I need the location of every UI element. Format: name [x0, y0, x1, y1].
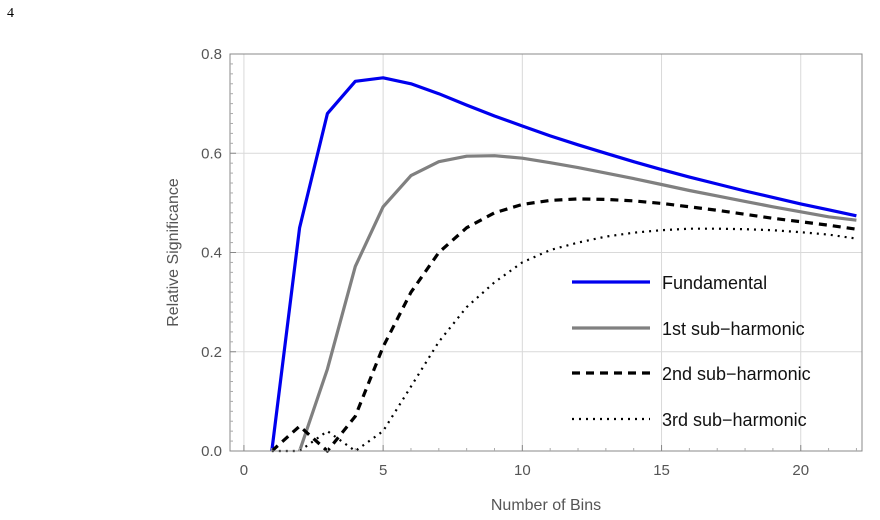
x-axis-label: Number of Bins	[491, 497, 601, 514]
legend: Fundamental 1st sub−harmonic 2nd sub−harmo…	[572, 273, 811, 430]
legend-label-4: 3rd sub−harmonic	[662, 410, 807, 430]
x-tick-label: 15	[653, 462, 670, 479]
y-tick-label: 0.6	[201, 145, 222, 162]
y-axis-label: Relative Significance	[165, 178, 182, 327]
y-tick-label: 0.0	[201, 443, 222, 460]
series-line-3	[270, 197, 857, 453]
legend-label-2: 1st sub−harmonic	[662, 319, 805, 339]
x-tick-label: 5	[379, 462, 387, 479]
series-line-1	[270, 76, 857, 452]
y-tick-label: 0.8	[201, 46, 222, 63]
series-line-4	[271, 227, 857, 453]
page-number: 4	[7, 6, 14, 21]
tick-group: 0 5 10 15 20 0.0 0.2 0.4 0.6 0.8	[201, 46, 857, 479]
y-tick-label: 0.4	[201, 245, 222, 262]
series-line-2	[298, 154, 857, 452]
x-tick-label: 10	[514, 462, 531, 479]
series-group	[270, 76, 857, 453]
x-tick-label: 0	[240, 462, 248, 479]
y-tick-label: 0.2	[201, 344, 222, 361]
legend-label-1: Fundamental	[662, 273, 767, 293]
legend-label-3: 2nd sub−harmonic	[662, 364, 811, 384]
x-tick-label: 20	[792, 462, 809, 479]
grid-lines	[230, 54, 862, 451]
